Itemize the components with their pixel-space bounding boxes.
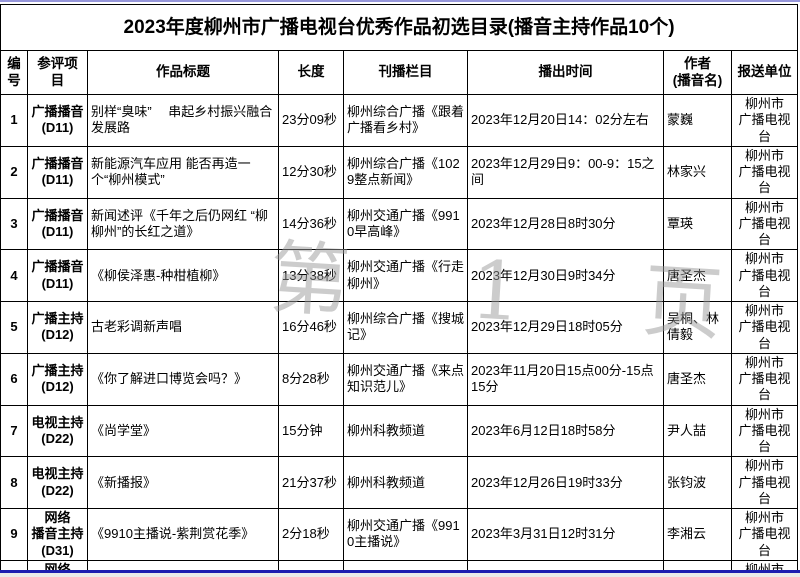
cell-prog: 柳州综合广播《搜城记》 bbox=[343, 301, 468, 354]
cell-time: 2023年12月29日18时05分 bbox=[467, 301, 664, 354]
cell-title: 新能源汽车应用 能否再造一个“柳州模式” bbox=[87, 145, 279, 199]
cell-no: 8 bbox=[0, 456, 28, 509]
top-edge-line bbox=[0, 0, 800, 2]
cell-unit: 柳州市 广播电视台 bbox=[730, 404, 799, 458]
cell-no: 2 bbox=[0, 145, 28, 199]
cell-unit: 柳州市 广播电视台 bbox=[730, 145, 799, 199]
cell-time: 2023年3月31日12时31分 bbox=[467, 508, 664, 561]
cell-len: 21分37秒 bbox=[278, 456, 344, 509]
cell-prog: 柳州科教频道 bbox=[343, 404, 468, 458]
table-header-row: 编号 参评项目 作品标题 长度 刊播栏目 播出时间 作者 (播音名) 报送单位 bbox=[0, 50, 799, 95]
cell-unit: 柳州市 广播电视台 bbox=[730, 249, 799, 302]
bottom-gray-strip bbox=[0, 573, 800, 577]
table-row: 1 广播播音 (D11) 别样“臭味” 串起乡村振兴融合发展路 23分09秒 柳州综合广… bbox=[0, 94, 799, 147]
header-time: 播出时间 bbox=[467, 50, 664, 95]
table-row: 7 电视主持 (D22) 《尚学堂》 15分钟 柳州科教频道 2023年6月12日18时5… bbox=[0, 404, 799, 458]
cell-title: 别样“臭味” 串起乡村振兴融合发展路 bbox=[87, 94, 279, 147]
cell-auth: 张钧波 bbox=[663, 456, 732, 509]
cell-no: 6 bbox=[0, 352, 28, 406]
cell-cat: 广播主持 (D12) bbox=[27, 301, 88, 354]
cell-time: 2023年12月29日9：00-9：15之间 bbox=[467, 145, 664, 199]
cell-len: 14分36秒 bbox=[278, 197, 344, 251]
cell-auth: 林家兴 bbox=[663, 145, 732, 199]
header-title: 作品标题 bbox=[87, 50, 279, 95]
table-row: 4 广播播音 (D11) 《柳侯泽惠-种柑植柳》 13分38秒 柳州交通广播《行走柳州》… bbox=[0, 249, 799, 302]
cell-title: 古老彩调新声唱 bbox=[87, 301, 279, 354]
cell-len: 2分18秒 bbox=[278, 508, 344, 561]
header-prog: 刊播栏目 bbox=[343, 50, 468, 95]
cell-no: 7 bbox=[0, 404, 28, 458]
cell-prog: 柳州综合广播《跟着广播看乡村》 bbox=[343, 94, 468, 147]
cell-cat: 电视主持 (D22) bbox=[27, 404, 88, 458]
table-title-row: 2023年度柳州市广播电视台优秀作品初选目录(播音主持作品10个) bbox=[0, 4, 799, 51]
cell-prog: 柳州交通广播《行走柳州》 bbox=[343, 249, 468, 302]
cell-prog: 柳州交通广播《9910主播说》 bbox=[343, 508, 468, 561]
cell-title: 《新播报》 bbox=[87, 456, 279, 509]
cell-len: 12分30秒 bbox=[278, 145, 344, 199]
bottom-edge-line bbox=[0, 570, 800, 573]
cell-title: 《尚学堂》 bbox=[87, 404, 279, 458]
cell-unit: 柳州市 广播电视台 bbox=[730, 301, 799, 354]
cell-cat: 网络 播音主持 (D31) bbox=[27, 508, 88, 561]
cell-prog: 柳州交通广播《来点知识范儿》 bbox=[343, 352, 468, 406]
cell-unit: 柳州市 广播电视台 bbox=[730, 197, 799, 251]
cell-auth: 覃瑛 bbox=[663, 197, 732, 251]
cell-cat: 广播播音 (D11) bbox=[27, 197, 88, 251]
cell-cat: 广播播音 (D11) bbox=[27, 249, 88, 302]
header-no: 编号 bbox=[0, 50, 28, 95]
cell-title: 《你了解进口博览会吗？》 bbox=[87, 352, 279, 406]
cell-title: 新闻述评《千年之后仍网红 “柳柳州”的长红之道》 bbox=[87, 197, 279, 251]
cell-len: 16分46秒 bbox=[278, 301, 344, 354]
cell-no: 1 bbox=[0, 94, 28, 147]
cell-unit: 柳州市 广播电视台 bbox=[730, 456, 799, 509]
cell-cat: 电视主持 (D22) bbox=[27, 456, 88, 509]
cell-auth: 唐圣杰 bbox=[663, 352, 732, 406]
cell-cat: 广播播音 (D11) bbox=[27, 145, 88, 199]
cell-time: 2023年12月20日14：02分左右 bbox=[467, 94, 664, 147]
cell-no: 5 bbox=[0, 301, 28, 354]
page-title: 2023年度柳州市广播电视台优秀作品初选目录(播音主持作品10个) bbox=[0, 4, 799, 51]
table-row: 6 广播主持 (D12) 《你了解进口博览会吗？》 8分28秒 柳州交通广播《来点知识范… bbox=[0, 352, 799, 406]
cell-time: 2023年12月28日8时30分 bbox=[467, 197, 664, 251]
cell-len: 13分38秒 bbox=[278, 249, 344, 302]
cell-no: 9 bbox=[0, 508, 28, 561]
table-row: 9 网络 播音主持 (D31) 《9910主播说-紫荆赏花季》 2分18秒 柳州交通广播… bbox=[0, 508, 799, 561]
cell-auth: 唐圣杰 bbox=[663, 249, 732, 302]
cell-cat: 广播播音 (D11) bbox=[27, 94, 88, 147]
cell-prog: 柳州科教频道 bbox=[343, 456, 468, 509]
header-len: 长度 bbox=[278, 50, 344, 95]
cell-cat: 广播主持 (D12) bbox=[27, 352, 88, 406]
cell-auth: 吴桐、林倩毅 bbox=[663, 301, 732, 354]
cell-auth: 蒙巍 bbox=[663, 94, 732, 147]
cell-auth: 李湘云 bbox=[663, 508, 732, 561]
cell-title: 《柳侯泽惠-种柑植柳》 bbox=[87, 249, 279, 302]
cell-time: 2023年6月12日18时58分 bbox=[467, 404, 664, 458]
cell-len: 8分28秒 bbox=[278, 352, 344, 406]
cell-prog: 柳州交通广播《9910早高峰》 bbox=[343, 197, 468, 251]
table-row: 5 广播主持 (D12) 古老彩调新声唱 16分46秒 柳州综合广播《搜城记》 2023年… bbox=[0, 301, 799, 354]
cell-auth: 尹人喆 bbox=[663, 404, 732, 458]
header-unit: 报送单位 bbox=[730, 50, 799, 95]
selection-table: 2023年度柳州市广播电视台优秀作品初选目录(播音主持作品10个) 编号 参评项目… bbox=[0, 4, 799, 577]
cell-time: 2023年12月26日19时33分 bbox=[467, 456, 664, 509]
cell-len: 15分钟 bbox=[278, 404, 344, 458]
cell-prog: 柳州综合广播《1029整点新闻》 bbox=[343, 145, 468, 199]
cell-unit: 柳州市 广播电视台 bbox=[730, 352, 799, 406]
cell-no: 4 bbox=[0, 249, 28, 302]
header-auth: 作者 (播音名) bbox=[663, 50, 732, 95]
table-row: 8 电视主持 (D22) 《新播报》 21分37秒 柳州科教频道 2023年12月26日1… bbox=[0, 456, 799, 509]
header-cat: 参评项目 bbox=[27, 50, 88, 95]
cell-len: 23分09秒 bbox=[278, 94, 344, 147]
cell-no: 3 bbox=[0, 197, 28, 251]
cell-title: 《9910主播说-紫荆赏花季》 bbox=[87, 508, 279, 561]
cell-time: 2023年11月20日15点00分-15点15分 bbox=[467, 352, 664, 406]
cell-unit: 柳州市 广播电视台 bbox=[730, 508, 799, 561]
table-row: 3 广播播音 (D11) 新闻述评《千年之后仍网红 “柳柳州”的长红之道》 14分36… bbox=[0, 197, 799, 251]
cell-time: 2023年12月30日9时34分 bbox=[467, 249, 664, 302]
cell-unit: 柳州市 广播电视台 bbox=[730, 94, 799, 147]
table-row: 2 广播播音 (D11) 新能源汽车应用 能否再造一个“柳州模式” 12分30秒 柳州综… bbox=[0, 145, 799, 199]
